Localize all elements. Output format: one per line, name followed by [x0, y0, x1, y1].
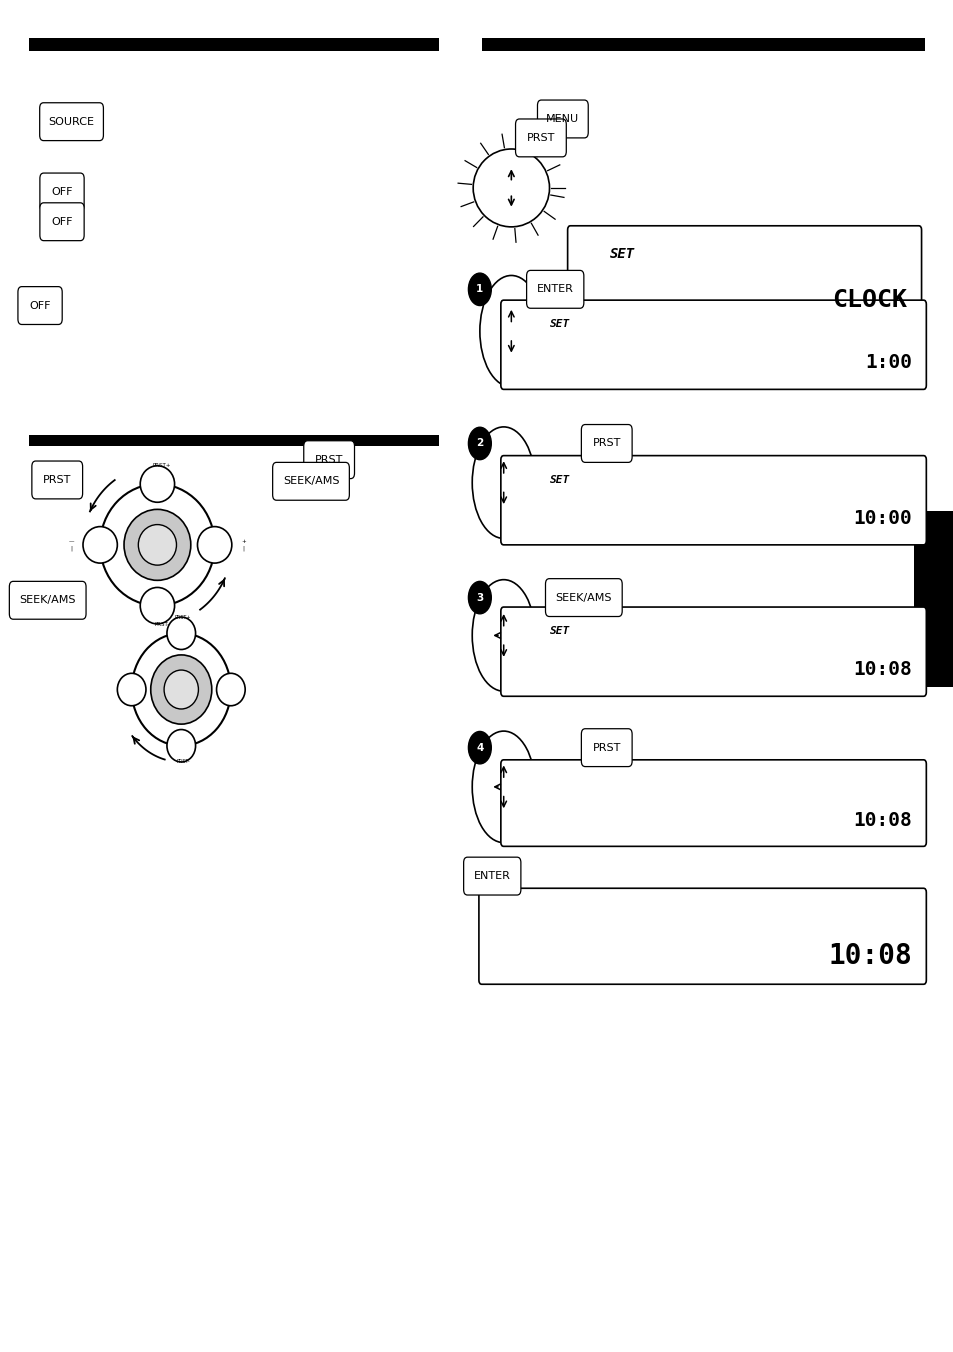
Text: 10:08: 10:08: [827, 941, 911, 969]
FancyBboxPatch shape: [537, 100, 588, 138]
Bar: [29, 38, 438, 51]
Text: PRST+: PRST+: [174, 615, 192, 619]
FancyBboxPatch shape: [40, 103, 103, 141]
Text: SET: SET: [550, 319, 570, 330]
FancyBboxPatch shape: [31, 461, 83, 499]
Text: SEEK/AMS: SEEK/AMS: [555, 592, 612, 603]
Text: +
|: + |: [241, 539, 245, 550]
Ellipse shape: [167, 617, 195, 649]
FancyBboxPatch shape: [580, 425, 632, 462]
FancyBboxPatch shape: [515, 119, 566, 157]
Text: —
|: — |: [69, 539, 74, 550]
Ellipse shape: [151, 654, 212, 725]
Ellipse shape: [472, 580, 535, 691]
Ellipse shape: [473, 149, 549, 227]
Text: 10:00: 10:00: [852, 508, 911, 527]
Bar: [913, 511, 953, 687]
Text: SEEK/AMS: SEEK/AMS: [282, 476, 339, 487]
FancyBboxPatch shape: [273, 462, 349, 500]
Text: CLOCK: CLOCK: [831, 288, 906, 312]
Ellipse shape: [124, 510, 191, 580]
Ellipse shape: [83, 527, 117, 562]
FancyBboxPatch shape: [500, 300, 925, 389]
FancyBboxPatch shape: [18, 287, 62, 324]
Circle shape: [468, 427, 491, 460]
Text: SEEK/AMS: SEEK/AMS: [19, 595, 76, 606]
Text: 1: 1: [476, 284, 483, 295]
Text: OFF: OFF: [51, 216, 72, 227]
Text: 10:08: 10:08: [852, 660, 911, 679]
Text: PRST: PRST: [592, 438, 620, 449]
Bar: [29, 435, 438, 446]
Bar: [481, 38, 924, 51]
FancyBboxPatch shape: [40, 173, 84, 211]
Ellipse shape: [472, 427, 535, 538]
FancyBboxPatch shape: [545, 579, 621, 617]
FancyBboxPatch shape: [580, 729, 632, 767]
Text: SET: SET: [609, 247, 635, 261]
Ellipse shape: [138, 525, 176, 565]
Ellipse shape: [167, 730, 195, 763]
FancyBboxPatch shape: [500, 760, 925, 846]
Ellipse shape: [132, 633, 231, 746]
Text: ENTER: ENTER: [537, 284, 573, 295]
Ellipse shape: [140, 465, 174, 503]
Ellipse shape: [479, 276, 542, 387]
Ellipse shape: [100, 484, 214, 606]
Text: SOURCE: SOURCE: [49, 116, 94, 127]
Text: ENTER: ENTER: [474, 871, 510, 882]
FancyBboxPatch shape: [526, 270, 583, 308]
Circle shape: [468, 731, 491, 764]
Text: PRST+: PRST+: [152, 462, 172, 468]
Circle shape: [468, 273, 491, 306]
Ellipse shape: [140, 588, 174, 625]
Text: PRST-: PRST-: [154, 622, 170, 627]
Ellipse shape: [164, 671, 198, 708]
Text: 10:08: 10:08: [852, 811, 911, 830]
Text: SET: SET: [550, 626, 570, 637]
Text: OFF: OFF: [51, 187, 72, 197]
FancyBboxPatch shape: [10, 581, 86, 619]
Text: 3: 3: [476, 592, 483, 603]
Text: 2: 2: [476, 438, 483, 449]
Text: 1:00: 1:00: [864, 353, 911, 372]
Ellipse shape: [216, 673, 245, 706]
FancyBboxPatch shape: [303, 441, 355, 479]
FancyBboxPatch shape: [500, 456, 925, 545]
Text: 4: 4: [476, 742, 483, 753]
FancyBboxPatch shape: [478, 888, 925, 984]
Ellipse shape: [197, 527, 232, 562]
Ellipse shape: [117, 673, 146, 706]
Text: PRST: PRST: [314, 454, 343, 465]
FancyBboxPatch shape: [567, 226, 921, 331]
Text: PRST: PRST: [592, 742, 620, 753]
Text: MENU: MENU: [546, 114, 578, 124]
Text: PRST: PRST: [526, 132, 555, 143]
Text: SET: SET: [550, 475, 570, 485]
Text: PRST: PRST: [43, 475, 71, 485]
FancyBboxPatch shape: [463, 857, 520, 895]
Circle shape: [468, 581, 491, 614]
FancyBboxPatch shape: [40, 203, 84, 241]
Ellipse shape: [472, 731, 535, 842]
FancyBboxPatch shape: [500, 607, 925, 696]
Text: OFF: OFF: [30, 300, 51, 311]
Text: PRST-: PRST-: [176, 760, 190, 764]
